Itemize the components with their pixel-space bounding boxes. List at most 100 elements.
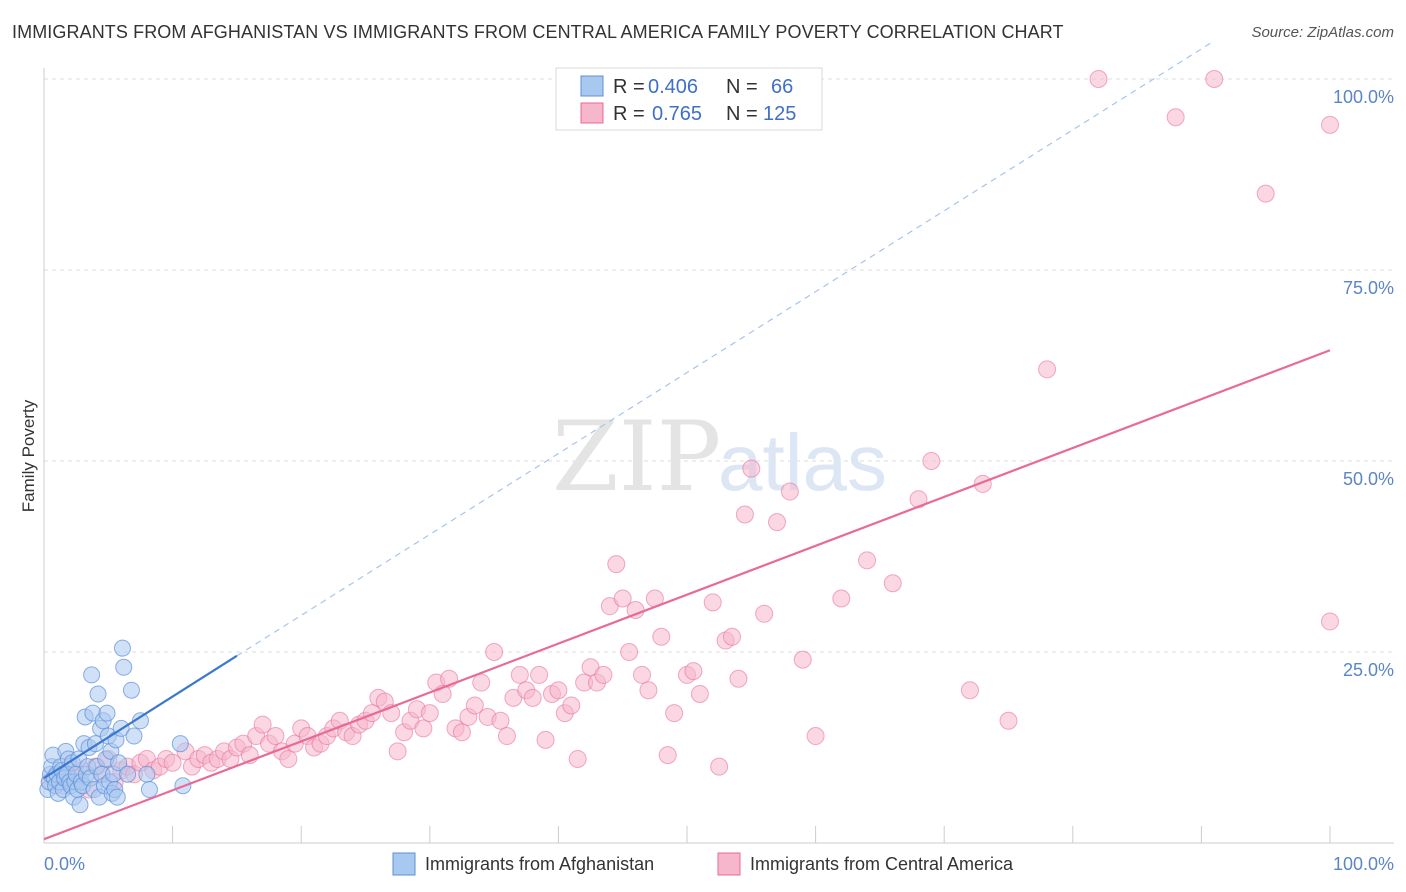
central-america-point <box>523 688 542 707</box>
legend-r-label-2: R = <box>613 103 645 125</box>
central-america-point <box>620 643 639 661</box>
central-america-point <box>1321 612 1339 631</box>
central-america-point <box>414 719 433 738</box>
central-america-point <box>549 681 568 700</box>
watermark: ZIP atlas <box>552 401 887 513</box>
watermark-zip: ZIP <box>552 401 721 513</box>
afghanistan-trend-line <box>43 654 238 779</box>
central-america-point <box>510 665 529 684</box>
central-america-point <box>472 673 491 692</box>
central-america-point <box>1256 184 1275 203</box>
central-america-point <box>690 685 709 704</box>
central-america-point <box>832 589 851 608</box>
afghanistan-point <box>138 765 156 783</box>
central-america-point <box>266 727 285 746</box>
legend: R = 0.406 N = 66 R = 0.765 N = 125 <box>555 67 823 131</box>
central-america-point <box>999 711 1018 730</box>
afghanistan-point <box>119 765 137 783</box>
central-america-point <box>768 513 787 532</box>
central-america-point <box>388 742 407 761</box>
central-america-point <box>1205 70 1224 88</box>
central-america-point <box>922 452 941 470</box>
central-america-point <box>665 704 684 723</box>
central-america-point <box>729 669 748 688</box>
gridlines <box>44 78 1394 653</box>
source-label: Source: ZipAtlas.com <box>1251 24 1394 41</box>
y-axis-title: Family Poverty <box>19 399 38 512</box>
central-america-point <box>710 757 729 776</box>
bottom-legend-afghanistan: Immigrants from Afghanistan <box>425 854 654 874</box>
central-america-point <box>658 746 677 765</box>
bottom-legend: Immigrants from Afghanistan Immigrants f… <box>392 852 1014 876</box>
central-america-point <box>491 711 510 730</box>
central-america-point <box>735 505 754 524</box>
afghanistan-point <box>122 681 140 699</box>
afghanistan-point <box>171 735 189 753</box>
chart-title: IMMIGRANTS FROM AFGHANISTAN VS IMMIGRANT… <box>12 22 1064 42</box>
central-america-point <box>485 643 504 661</box>
afghanistan-point <box>113 639 131 657</box>
legend-n-label-2: N = <box>726 103 758 125</box>
bottom-legend-central-america: Immigrants from Central America <box>750 854 1014 874</box>
x-tick-label-min: 0.0% <box>44 854 85 874</box>
central-america-point <box>420 704 439 723</box>
afghanistan-point <box>125 727 143 745</box>
central-america-point <box>497 727 516 746</box>
central-america-point <box>1038 360 1057 379</box>
legend-n-label-1: N = <box>726 76 758 98</box>
central-america-point <box>1089 70 1108 88</box>
central-america-point <box>703 593 722 612</box>
legend-r-label-1: R = <box>613 76 645 98</box>
afghanistan-trend-extension <box>236 40 1215 657</box>
central-america-point <box>452 723 471 742</box>
central-america-point <box>632 665 651 684</box>
legend-swatch-blue <box>580 75 604 97</box>
legend-r-value-1: 0.406 <box>648 76 698 98</box>
afghanistan-point <box>108 788 126 806</box>
central-america-point <box>465 696 484 715</box>
central-america-point <box>684 662 703 681</box>
y-tick-label-25: 25.0% <box>1343 660 1394 680</box>
central-america-point <box>755 604 774 623</box>
bottom-legend-swatch-pink <box>717 852 741 876</box>
central-america-point <box>530 665 549 684</box>
afghanistan-point <box>115 658 133 676</box>
central-america-point <box>613 589 632 608</box>
afghanistan-point <box>110 754 128 772</box>
y-tick-label-100: 100.0% <box>1333 87 1394 107</box>
axes <box>43 68 1394 844</box>
central-america-point <box>562 696 581 715</box>
central-america-point <box>536 730 555 749</box>
bottom-legend-swatch-blue <box>392 852 416 876</box>
legend-swatch-pink <box>580 102 604 124</box>
watermark-atlas: atlas <box>718 418 887 507</box>
central-america-point <box>163 753 182 772</box>
y-tick-label-75: 75.0% <box>1343 278 1394 298</box>
x-tick-labels: 0.0% 100.0% <box>44 854 1394 874</box>
y-tick-label-50: 50.0% <box>1343 469 1394 489</box>
central-america-point <box>253 715 272 734</box>
afghanistan-point <box>71 796 89 814</box>
afghanistan-point <box>98 704 116 722</box>
afghanistan-point <box>140 781 158 799</box>
central-america-point <box>793 650 812 669</box>
central-america-trend-line <box>43 349 1331 841</box>
central-america-point <box>279 749 298 768</box>
afghanistan-point <box>89 685 107 703</box>
afghanistan-point <box>83 666 101 684</box>
y-tick-labels: 100.0% 75.0% 50.0% 25.0% <box>1333 87 1394 680</box>
central-america-point <box>362 704 381 723</box>
central-america-point <box>568 749 587 768</box>
legend-n-value-2: 125 <box>763 103 796 125</box>
central-america-point <box>1321 115 1339 134</box>
central-america-point <box>594 665 613 684</box>
central-america-point <box>723 627 742 646</box>
x-tick-label-max: 100.0% <box>1333 854 1394 874</box>
trend-lines <box>43 40 1331 841</box>
central-america-point <box>858 551 877 570</box>
central-america-point <box>1166 108 1185 127</box>
central-america-point <box>652 627 671 646</box>
legend-n-value-1: 66 <box>771 76 793 98</box>
central-america-point <box>780 482 799 501</box>
